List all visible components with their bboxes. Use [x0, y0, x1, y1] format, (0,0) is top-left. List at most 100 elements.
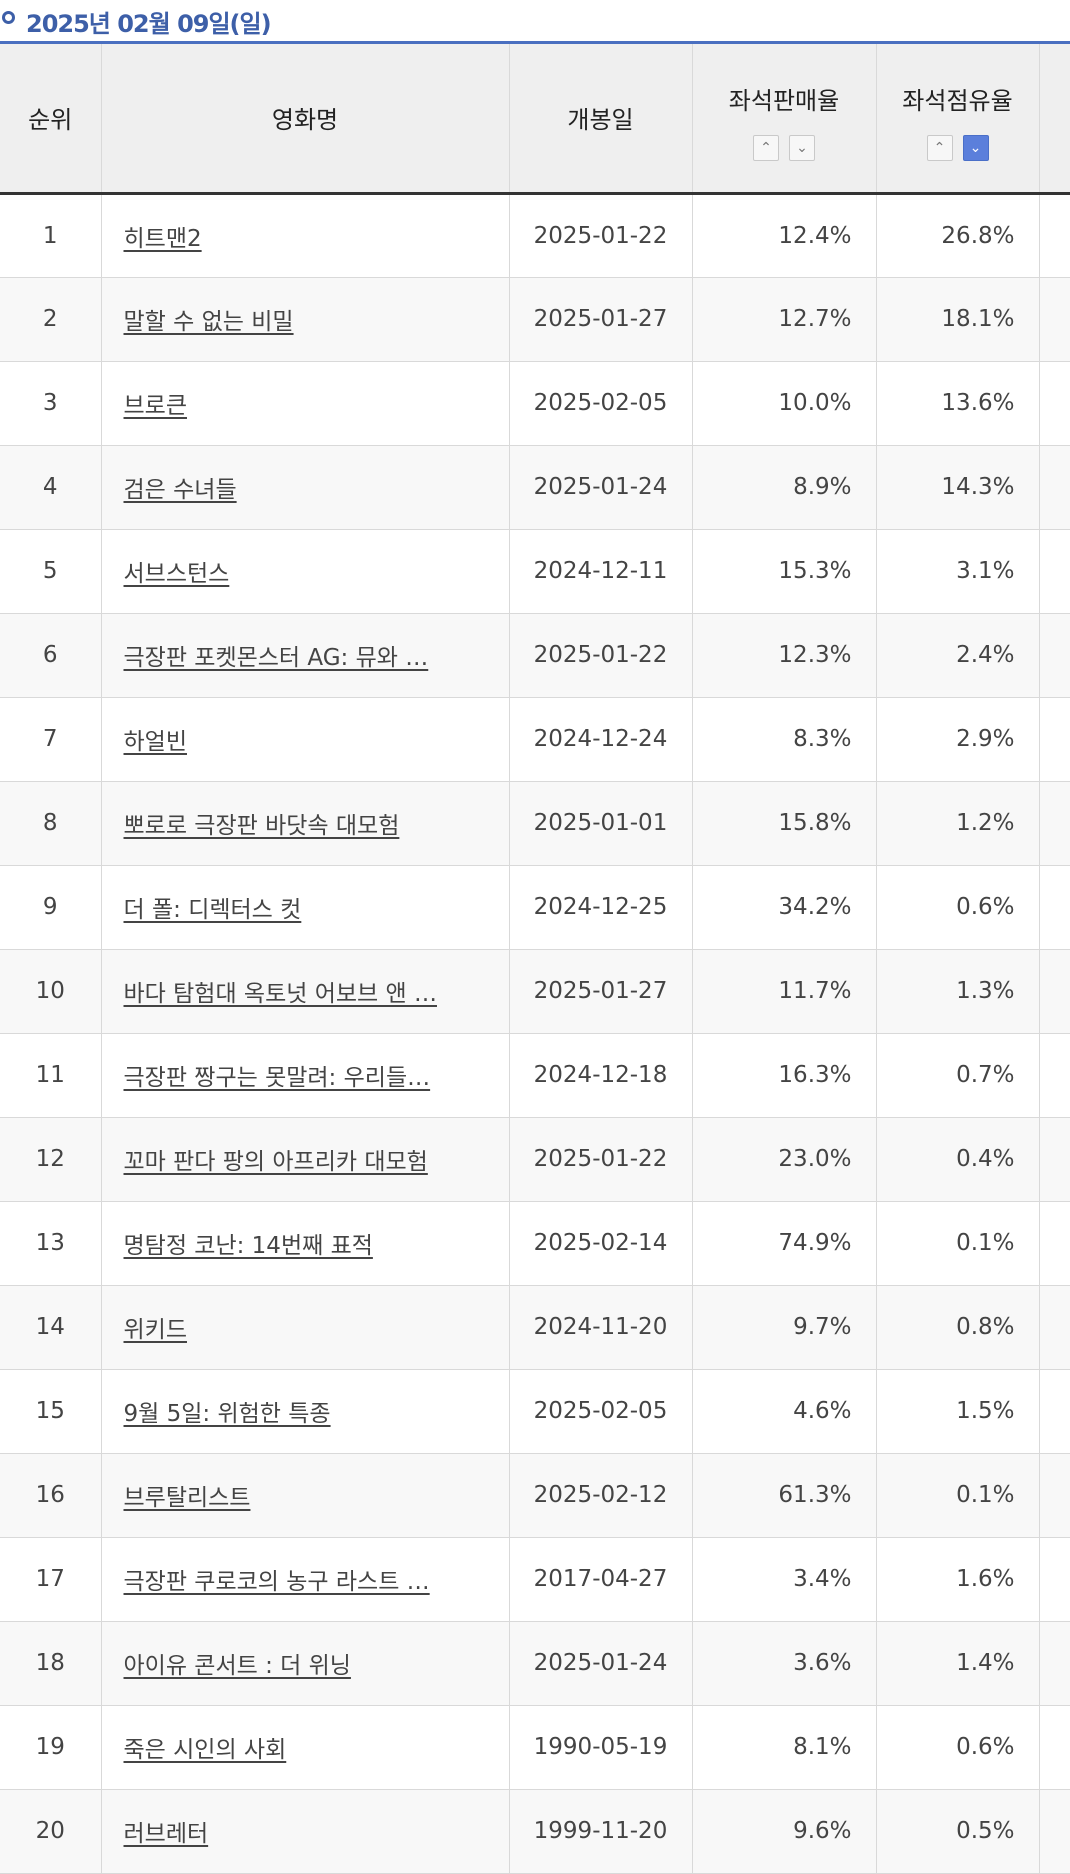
seat-sales-rate-cell: 12.3%: [692, 613, 877, 698]
seat-sales-rate-cell: 74.9%: [692, 1201, 877, 1286]
table-row: 15 9월 5일: 위험한 특종 2025-02-05 4.6% 1.5%: [0, 1369, 1070, 1454]
movie-title-link[interactable]: 러브레터: [123, 1821, 209, 1847]
movie-title-cell: 브로큰: [101, 361, 510, 446]
seat-share-rate-cell: 0.8%: [876, 1285, 1040, 1370]
table-row: 8 뽀로로 극장판 바닷속 대모험 2025-01-01 15.8% 1.2%: [0, 781, 1070, 866]
seat-share-rate-cell: 18.1%: [876, 277, 1040, 362]
movie-title-link[interactable]: 브로큰: [123, 393, 187, 419]
release-date-cell: 2025-01-22: [509, 193, 693, 278]
column-header-rank: 순위: [0, 44, 102, 195]
release-date-cell: 2024-12-25: [509, 865, 693, 950]
table-row: 13 명탐정 코난: 14번째 표적 2025-02-14 74.9% 0.1%: [0, 1201, 1070, 1286]
movie-title-cell: 명탐정 코난: 14번째 표적: [101, 1201, 510, 1286]
table-row: 20 러브레터 1999-11-20 9.6% 0.5%: [0, 1789, 1070, 1874]
extra-cell: [1039, 1369, 1070, 1454]
movie-title-link[interactable]: 명탐정 코난: 14번째 표적: [123, 1233, 373, 1259]
movie-title-cell: 뽀로로 극장판 바닷속 대모험: [101, 781, 510, 866]
extra-cell: [1039, 949, 1070, 1034]
seat-share-rate-cell: 1.5%: [876, 1369, 1040, 1454]
extra-cell: [1039, 445, 1070, 530]
movie-title-link[interactable]: 죽은 시인의 사회: [123, 1737, 287, 1763]
release-date-cell: 2025-01-24: [509, 1621, 693, 1706]
extra-cell: [1039, 781, 1070, 866]
seat-share-rate-cell: 1.3%: [876, 949, 1040, 1034]
rank-cell: 4: [0, 445, 102, 530]
table-body: 1 히트맨2 2025-01-22 12.4% 26.8% 2 말할 수 없는 비밀 2025…: [0, 193, 1070, 1874]
rank-cell: 12: [0, 1117, 102, 1202]
table-row: 4 검은 수녀들 2025-01-24 8.9% 14.3%: [0, 445, 1070, 530]
rank-cell: 18: [0, 1621, 102, 1706]
movie-title-link[interactable]: 더 폴: 디렉터스 컷: [123, 897, 302, 923]
seat-sales-rate-cell: 3.6%: [692, 1621, 877, 1706]
movie-title-link[interactable]: 검은 수녀들: [123, 477, 237, 503]
seat-share-rate-cell: 0.1%: [876, 1453, 1040, 1538]
seat-sales-rate-cell: 15.8%: [692, 781, 877, 866]
boxoffice-table: 순위 영화명 개봉일 좌석판매율 ⌃ ⌄ 좌석점유율 ⌃ ⌄ 1 히트맨2 2025…: [0, 44, 1070, 1874]
movie-title-cell: 검은 수녀들: [101, 445, 510, 530]
extra-cell: [1039, 1789, 1070, 1874]
table-row: 1 히트맨2 2025-01-22 12.4% 26.8%: [0, 193, 1070, 278]
release-date-cell: 2025-01-24: [509, 445, 693, 530]
release-date-cell: 2024-12-24: [509, 697, 693, 782]
table-row: 17 극장판 쿠로코의 농구 라스트 … 2017-04-27 3.4% 1.6%: [0, 1537, 1070, 1622]
release-date-cell: 2025-01-01: [509, 781, 693, 866]
extra-cell: [1039, 529, 1070, 614]
release-date-cell: 2025-02-12: [509, 1453, 693, 1538]
chevron-up-icon: ⌃: [760, 139, 772, 156]
movie-title-link[interactable]: 서브스턴스: [123, 561, 230, 587]
seat-sales-rate-cell: 16.3%: [692, 1033, 877, 1118]
seat-share-rate-cell: 26.8%: [876, 193, 1040, 278]
movie-title-link[interactable]: 바다 탐험대 옥토넛 어보브 앤 …: [123, 981, 437, 1007]
seat-sales-rate-cell: 3.4%: [692, 1537, 877, 1622]
movie-title-cell: 서브스턴스: [101, 529, 510, 614]
extra-cell: [1039, 1201, 1070, 1286]
release-date-cell: 2025-02-05: [509, 361, 693, 446]
sort-descending-button[interactable]: ⌄: [789, 134, 815, 161]
sort-ascending-button[interactable]: ⌃: [753, 134, 779, 161]
table-row: 11 극장판 짱구는 못말려: 우리들… 2024-12-18 16.3% 0.7%: [0, 1033, 1070, 1118]
rank-cell: 17: [0, 1537, 102, 1622]
movie-title-cell: 위키드: [101, 1285, 510, 1370]
rank-cell: 7: [0, 697, 102, 782]
seat-sales-rate-sort-controls: ⌃ ⌄: [753, 134, 815, 161]
movie-title-link[interactable]: 꼬마 판다 팡의 아프리카 대모험: [123, 1149, 428, 1175]
extra-cell: [1039, 277, 1070, 362]
movie-title-link[interactable]: 브루탈리스트: [123, 1485, 251, 1511]
table-row: 9 더 폴: 디렉터스 컷 2024-12-25 34.2% 0.6%: [0, 865, 1070, 950]
movie-title-link[interactable]: 극장판 포켓몬스터 AG: 뮤와 …: [123, 645, 429, 671]
sort-descending-button-active[interactable]: ⌄: [962, 134, 989, 161]
movie-title-link[interactable]: 뽀로로 극장판 바닷속 대모험: [123, 813, 400, 839]
movie-title-cell: 죽은 시인의 사회: [101, 1705, 510, 1790]
extra-cell: [1039, 1117, 1070, 1202]
seat-sales-rate-cell: 9.7%: [692, 1285, 877, 1370]
seat-sales-rate-cell: 8.9%: [692, 445, 877, 530]
movie-title-link[interactable]: 9월 5일: 위험한 특종: [123, 1401, 331, 1427]
movie-title-link[interactable]: 극장판 쿠로코의 농구 라스트 …: [123, 1569, 430, 1595]
extra-cell: [1039, 1285, 1070, 1370]
movie-title-link[interactable]: 아이유 콘서트 : 더 위닝: [123, 1653, 351, 1679]
release-date-cell: 2025-02-14: [509, 1201, 693, 1286]
movie-title-link[interactable]: 말할 수 없는 비밀: [123, 309, 294, 335]
rank-cell: 15: [0, 1369, 102, 1454]
seat-share-rate-cell: 2.9%: [876, 697, 1040, 782]
seat-share-rate-cell: 2.4%: [876, 613, 1040, 698]
movie-title-link[interactable]: 위키드: [123, 1317, 187, 1343]
release-date-cell: 1999-11-20: [509, 1789, 693, 1874]
table-row: 2 말할 수 없는 비밀 2025-01-27 12.7% 18.1%: [0, 277, 1070, 362]
seat-share-rate-cell: 0.4%: [876, 1117, 1040, 1202]
extra-cell: [1039, 193, 1070, 278]
rank-cell: 16: [0, 1453, 102, 1538]
movie-title-link[interactable]: 하얼빈: [123, 729, 187, 755]
release-date-cell: 2025-01-22: [509, 1117, 693, 1202]
release-date-cell: 2024-12-11: [509, 529, 693, 614]
movie-title-link[interactable]: 히트맨2: [123, 225, 202, 252]
rank-cell: 13: [0, 1201, 102, 1286]
movie-title-cell: 하얼빈: [101, 697, 510, 782]
movie-title-cell: 러브레터: [101, 1789, 510, 1874]
movie-title-cell: 더 폴: 디렉터스 컷: [101, 865, 510, 950]
sort-ascending-button[interactable]: ⌃: [926, 134, 953, 161]
movie-title-cell: 말할 수 없는 비밀: [101, 277, 510, 362]
movie-title-link[interactable]: 극장판 짱구는 못말려: 우리들…: [123, 1065, 431, 1091]
seat-share-rate-cell: 3.1%: [876, 529, 1040, 614]
column-header-seat-share-rate: 좌석점유율 ⌃ ⌄: [876, 44, 1040, 195]
